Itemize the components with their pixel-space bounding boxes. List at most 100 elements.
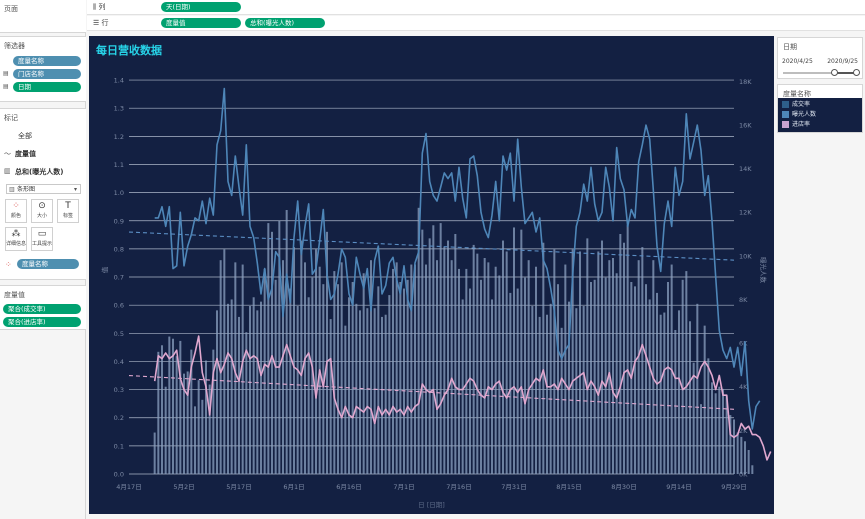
exposure-bar: [281, 260, 285, 474]
exposure-bar: [553, 249, 556, 474]
exposure-bar: [674, 330, 677, 474]
size-button-label: 大小: [36, 213, 47, 219]
y-right-tick-label: 6K: [739, 340, 748, 348]
conversion-rate-line: [154, 87, 761, 430]
exposure-bar: [421, 229, 424, 474]
x-tick-label: 7月16日: [446, 483, 471, 491]
exposure-bar: [527, 260, 530, 474]
exposure-bar: [164, 386, 167, 474]
columns-shelf[interactable]: ⫼ 列 天(日期): [87, 0, 865, 15]
exposure-bar: [633, 286, 637, 474]
exposure-bar: [622, 242, 626, 474]
exposure-bar: [663, 312, 666, 474]
exposure-bar: [564, 264, 567, 474]
exposure-bar: [241, 264, 244, 474]
size-icon: ⊙: [38, 201, 46, 211]
date-filter-start: 2020/4/25: [782, 58, 813, 65]
exposure-bar: [355, 303, 358, 474]
exposure-bar: [615, 273, 618, 474]
color-button[interactable]: ⁘ 颜色: [5, 199, 27, 223]
y-right-tick-label: 18K: [739, 78, 752, 86]
exposure-bar: [201, 399, 204, 474]
combo-chart[interactable]: 0.0 0.1 0.2 0.3 0.4 0.5 0.6 0.7 0.8 0.9 1.0 1.1 1.2 1…: [89, 36, 774, 514]
x-tick-label: 9月29日: [721, 483, 746, 491]
exposure-bar: [300, 240, 303, 474]
tooltip-button[interactable]: ▭ 工具提示: [31, 227, 53, 251]
exposure-bar: [190, 349, 193, 474]
chart-title: 每日营收数据: [96, 44, 162, 57]
mark-type-select[interactable]: ▥ 条形图 ▾: [6, 184, 81, 194]
marks-measure-value-tab[interactable]: 度量值: [15, 150, 36, 158]
exposure-bar: [710, 382, 714, 474]
y-right-tick-label: 0K: [739, 471, 748, 479]
measure-pill-entry-rate[interactable]: 聚合(进店率): [3, 317, 81, 327]
filter-pill-store-name[interactable]: 门店名称: [13, 69, 81, 79]
tooltip-icon: ▭: [37, 229, 47, 239]
size-button[interactable]: ⊙ 大小: [31, 199, 53, 223]
exposure-bar: [333, 271, 336, 474]
exposure-bar: [644, 284, 648, 474]
columns-shelf-label: ⫼ 列: [93, 2, 105, 12]
exposure-bar: [307, 297, 310, 474]
exposure-bar: [549, 303, 552, 474]
marks-sum-exposure-tab[interactable]: 总和(曝光人数): [15, 168, 64, 176]
rows-shelf[interactable]: ☰ 行 度量值 总和(曝光人数): [87, 16, 865, 31]
date-slider-track[interactable]: [783, 72, 857, 74]
exposure-bar: [351, 282, 354, 474]
exposure-bar: [325, 231, 329, 474]
exposure-bar: [589, 282, 593, 474]
exposure-bar: [369, 260, 373, 474]
exposure-bar: [252, 297, 255, 474]
exposure-bar: [424, 264, 428, 474]
chart-view[interactable]: 0.0 0.1 0.2 0.3 0.4 0.5 0.6 0.7 0.8 0.9 1.0 1.1 1.2 1…: [89, 36, 774, 514]
mark-type-value: 条形图: [17, 186, 36, 193]
exposure-bar: [428, 238, 431, 474]
y-right-tick-label: 16K: [739, 121, 752, 129]
x-tick-label: 7月1日: [393, 483, 414, 491]
measure-pill-conversion-rate[interactable]: 聚合(成交率): [3, 304, 81, 314]
pages-card[interactable]: 页面: [0, 0, 86, 33]
entry-rate-line: [153, 335, 772, 461]
exposure-bar: [542, 242, 545, 474]
rows-shelf-label: ☰ 行: [93, 18, 109, 28]
rows-pill-measure-values[interactable]: 度量值: [161, 18, 241, 28]
columns-pill-day-date[interactable]: 天(日期): [161, 2, 241, 12]
exposure-bar: [600, 240, 604, 474]
exposure-bar: [278, 220, 281, 474]
detail-button[interactable]: ⁂ 详细信息: [5, 227, 27, 251]
exposure-bar: [538, 316, 541, 474]
y-left-tick-label: 1.0: [114, 189, 124, 197]
detail-button-label: 详细信息: [6, 241, 27, 247]
y-left-tick-label: 1.2: [114, 133, 124, 141]
exposure-bar: [611, 258, 615, 474]
exposure-bar: [388, 295, 391, 474]
exposure-bar: [289, 288, 292, 474]
rows-pill-sum-exposure[interactable]: 总和(曝光人数): [245, 18, 325, 28]
exposure-bar: [336, 284, 340, 474]
y-left-tick-label: 0.3: [114, 386, 124, 394]
exposure-bar: [168, 336, 171, 474]
date-slider-end-handle[interactable]: [853, 69, 860, 76]
date-slider-start-handle[interactable]: [831, 69, 839, 76]
exposure-bar: [171, 338, 175, 474]
exposure-bar: [699, 404, 703, 474]
marks-color-pill-measure-names[interactable]: 度量名称: [17, 259, 79, 269]
exposure-bar: [347, 297, 351, 474]
exposure-bar: [380, 316, 384, 474]
exposure-bar: [373, 308, 376, 474]
y-left-tick-label: 1.3: [114, 105, 124, 113]
exposure-bar: [443, 247, 446, 474]
filters-card: 筛选器 度量名称 ▤ 门店名称 ▤ 日期: [0, 36, 86, 102]
marks-all-tab[interactable]: 全部: [18, 132, 32, 140]
exposure-bar: [747, 450, 750, 474]
filter-pill-date[interactable]: 日期: [13, 82, 81, 92]
x-tick-label: 4月17日: [116, 483, 141, 491]
exposure-bar: [736, 432, 739, 474]
exposure-bar: [329, 319, 332, 474]
y-right-tick-label: 10K: [739, 252, 752, 260]
exposure-bar: [490, 299, 494, 474]
filter-pill-measure-names[interactable]: 度量名称: [13, 56, 81, 66]
date-slider-fill: [834, 72, 857, 74]
exposure-bar: [520, 229, 523, 474]
label-button[interactable]: T 标签: [57, 199, 79, 223]
